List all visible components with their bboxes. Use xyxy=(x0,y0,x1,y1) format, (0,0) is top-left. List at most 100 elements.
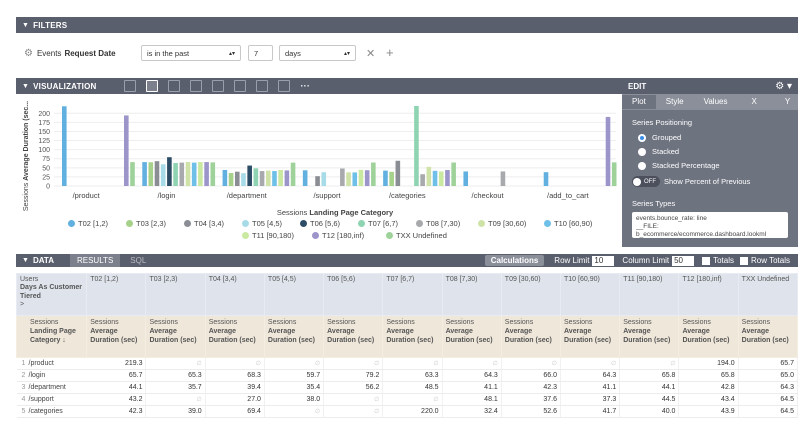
pivot-column-header[interactable]: T09 [30,60) xyxy=(500,273,562,316)
row-totals-checkbox[interactable] xyxy=(740,256,749,265)
filters-title: FILTERS xyxy=(33,20,68,30)
measure-header-field: Average Duration (sec) xyxy=(682,328,730,344)
tab-y[interactable]: Y xyxy=(784,97,791,106)
table-cell-empty: ∅ xyxy=(382,357,443,370)
pivot-column-header[interactable]: T06 [5,6) xyxy=(323,273,384,316)
chart-bar xyxy=(259,171,265,186)
pivot-column-header[interactable]: T12 [180,inf) xyxy=(678,273,739,316)
null-mark: ∅ xyxy=(374,397,380,403)
gear-icon[interactable]: ⚙ xyxy=(24,47,33,59)
pivot-column-header[interactable]: T03 [2,3) xyxy=(145,273,206,316)
chart-bar xyxy=(179,162,185,186)
area-chart-icon[interactable] xyxy=(234,80,247,92)
pivot-column-header[interactable]: T07 [6,7) xyxy=(382,273,443,316)
table-cell: 42.3 xyxy=(501,381,562,394)
measure-header[interactable]: Sessions Average Duration (sec) xyxy=(560,315,621,358)
measure-header[interactable]: Sessions Average Duration (sec) xyxy=(204,315,265,358)
measure-header-view: Sessions xyxy=(208,319,238,326)
more-icon[interactable]: ··· xyxy=(300,81,311,91)
table-cell: 44.5 xyxy=(619,393,680,406)
select-arrows-icon: ▴▾ xyxy=(228,50,235,57)
add-filter-icon[interactable]: + xyxy=(386,45,394,60)
sort-down-icon[interactable]: ↓ xyxy=(62,337,66,344)
tab-results[interactable]: RESULTS xyxy=(69,254,121,267)
filter-unit-select[interactable]: days ▴▾ xyxy=(279,45,356,61)
pivot-column-header[interactable]: T04 [3,4) xyxy=(204,273,265,316)
chart-bar xyxy=(234,171,240,186)
row-limit-input[interactable]: 10 xyxy=(592,255,615,266)
pivot-column-header[interactable]: TXX Undefined xyxy=(737,273,798,316)
measure-header[interactable]: Sessions Average Duration (sec) xyxy=(678,315,739,358)
y-axis-view: Sessions xyxy=(23,182,30,211)
table-cell: 219.3 xyxy=(86,357,147,370)
x-tick-label: /categories xyxy=(389,191,426,200)
single-value-icon[interactable] xyxy=(278,80,291,92)
table-cell: 35.7 xyxy=(145,381,206,394)
dimension-header[interactable]: Sessions Landing Page Category ↓ xyxy=(16,315,88,358)
chart-bar xyxy=(543,172,549,186)
chart-bar xyxy=(185,162,191,186)
table-chart-icon[interactable] xyxy=(124,80,137,92)
gear-dropdown-icon[interactable]: ⚙ ▾ xyxy=(775,80,792,92)
remove-filter-icon[interactable]: ✕ xyxy=(366,48,376,60)
filter-operator-value: is in the past xyxy=(147,48,190,58)
radio-grouped[interactable] xyxy=(638,134,646,143)
totals-checkbox[interactable] xyxy=(702,256,711,265)
tab-sql[interactable]: SQL xyxy=(130,256,147,265)
measure-header[interactable]: Sessions Average Duration (sec) xyxy=(86,315,147,358)
line-chart-icon[interactable] xyxy=(212,80,225,92)
measure-header-view: Sessions xyxy=(741,319,771,326)
table-cell: 65.8 xyxy=(619,369,680,382)
pivot-column-header[interactable]: T11 [90,180) xyxy=(619,273,680,316)
table-cell-empty: ∅ xyxy=(323,357,384,370)
bar-chart-icon[interactable] xyxy=(168,80,181,92)
series-types-textarea[interactable]: events.bounce_rate: line __FILE: b_ecomm… xyxy=(632,212,788,239)
option-stacked[interactable]: Stacked xyxy=(638,147,788,157)
chart-bar xyxy=(321,172,327,186)
chart-bar xyxy=(414,106,419,186)
collapse-caret-icon[interactable]: ▼ xyxy=(22,82,30,90)
measure-header[interactable]: Sessions Average Duration (sec) xyxy=(500,315,562,358)
chart-bar xyxy=(500,171,506,186)
pie-chart-icon[interactable] xyxy=(256,80,269,92)
tab-x[interactable]: X xyxy=(751,97,757,106)
chart-bar xyxy=(420,174,425,186)
radio-stacked[interactable] xyxy=(638,148,646,157)
column-limit-input[interactable]: 50 xyxy=(672,255,695,266)
legend-swatch xyxy=(544,220,551,227)
filters-header[interactable]: ▼ FILTERS xyxy=(16,17,798,33)
radio-stacked-percentage[interactable] xyxy=(638,162,646,171)
tab-style[interactable]: Style xyxy=(665,97,684,106)
measure-header[interactable]: Sessions Average Duration (sec) xyxy=(619,315,680,358)
tab-plot[interactable]: Plot xyxy=(622,95,656,109)
filter-operator-select[interactable]: is in the past ▴▾ xyxy=(141,45,241,61)
pivot-column-header[interactable]: T05 [4,5) xyxy=(263,273,325,316)
option-stacked-percentage[interactable]: Stacked Percentage xyxy=(638,161,788,171)
row-dimension-value: /department xyxy=(28,384,66,391)
measure-header[interactable]: Sessions Average Duration (sec) xyxy=(263,315,325,358)
measure-header[interactable]: Sessions Average Duration (sec) xyxy=(145,315,206,358)
legend-label: T06 [5,6) xyxy=(310,219,341,228)
scatter-chart-icon[interactable] xyxy=(190,80,203,92)
pivot-column-header[interactable]: T02 [1,2) xyxy=(86,273,147,316)
null-mark: ∅ xyxy=(374,409,380,415)
measure-header[interactable]: Sessions Average Duration (sec) xyxy=(382,315,443,358)
measure-header[interactable]: Sessions Average Duration (sec) xyxy=(323,315,384,358)
option-grouped[interactable]: Grouped xyxy=(638,133,788,143)
column-chart-icon[interactable] xyxy=(146,80,159,92)
tab-values[interactable]: Values xyxy=(703,97,728,106)
chevron-right-icon[interactable]: > xyxy=(20,301,25,308)
measure-header[interactable]: Sessions Average Duration (sec) xyxy=(737,315,798,358)
row-index: 5 xyxy=(21,408,26,415)
x-tick-label: /department xyxy=(227,191,268,200)
filter-value-input[interactable]: 7 xyxy=(248,45,273,61)
table-cell: 39.4 xyxy=(205,381,265,394)
collapse-caret-icon[interactable]: ▼ xyxy=(22,257,29,264)
column-limit-label: Column Limit xyxy=(622,256,670,265)
toggle-switch[interactable]: OFF xyxy=(632,176,660,188)
table-cell: 68.3 xyxy=(205,369,265,382)
measure-header[interactable]: Sessions Average Duration (sec) xyxy=(441,315,502,358)
calculations-button[interactable]: Calculations xyxy=(484,255,545,266)
pivot-column-header[interactable]: T08 [7,30) xyxy=(441,273,502,316)
pivot-column-header[interactable]: T10 [60,90) xyxy=(560,273,621,316)
